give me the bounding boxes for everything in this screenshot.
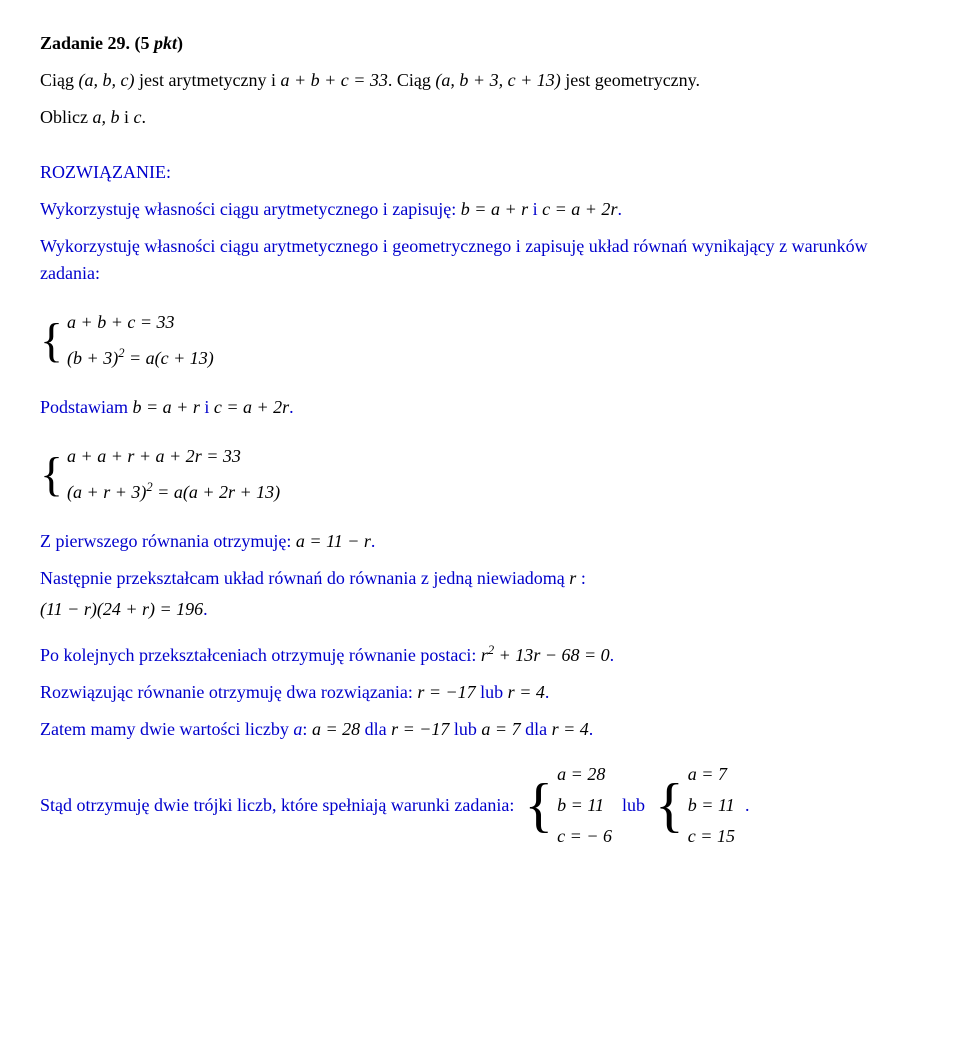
step8-text-f: . bbox=[589, 719, 594, 739]
step8-text-e: dla bbox=[521, 719, 552, 739]
step3-text-b: i bbox=[200, 397, 214, 417]
problem-math-2: a + b + c = 33 bbox=[280, 70, 387, 90]
final-text-a: Stąd otrzymuję dwie trójki liczb, które … bbox=[40, 792, 514, 819]
step8-math-1: a = 28 bbox=[312, 719, 360, 739]
step6-text-a: Po kolejnych przekształceniach otrzymuję… bbox=[40, 645, 481, 665]
problem-text-2: jest arytmetyczny i bbox=[135, 70, 281, 90]
problem-text-5: Oblicz bbox=[40, 107, 92, 127]
sol2-c: c = 15 bbox=[688, 823, 735, 850]
step3-text-a: Podstawiam bbox=[40, 397, 133, 417]
sys1-eq1: a + b + c = 33 bbox=[67, 309, 214, 336]
task-number: Zadanie 29. (5 bbox=[40, 33, 154, 53]
sol1-c: c = − 6 bbox=[557, 823, 612, 850]
problem-line2: Oblicz a, b i c. bbox=[40, 104, 920, 131]
step-3: Podstawiam b = a + r i c = a + 2r. bbox=[40, 394, 920, 421]
step8-math-3: a = 7 bbox=[481, 719, 520, 739]
step6-math: r2 + 13r − 68 = 0 bbox=[481, 645, 610, 665]
sol2-b: b = 11 bbox=[688, 792, 735, 819]
step-4: Z pierwszego równania otrzymuję: a = 11 … bbox=[40, 528, 920, 555]
step7-text-a: Rozwiązując równanie otrzymuję dwa rozwi… bbox=[40, 682, 417, 702]
problem-math-4: a, b bbox=[92, 107, 119, 127]
step6-text-b: . bbox=[610, 645, 615, 665]
final-period: . bbox=[745, 792, 750, 819]
task-close: ) bbox=[177, 33, 183, 53]
problem-text-4: jest geometryczny. bbox=[561, 70, 700, 90]
step3-math-2: c = a + 2r bbox=[214, 397, 289, 417]
step5-text-a: Następnie przekształcam układ równań do … bbox=[40, 568, 569, 588]
step7-text-c: . bbox=[545, 682, 550, 702]
brace-icon: { bbox=[40, 453, 63, 496]
step7-math-2: r = 4 bbox=[508, 682, 545, 702]
problem-line1: Ciąg (a, b, c) jest arytmetyczny i a + b… bbox=[40, 67, 920, 94]
final-step: Stąd otrzymuję dwie trójki liczb, które … bbox=[40, 753, 920, 858]
sol2-a: a = 7 bbox=[688, 761, 735, 788]
step-2: Wykorzystuję własności ciągu arytmetyczn… bbox=[40, 233, 920, 287]
problem-math-3: (a, b + 3, c + 13) bbox=[435, 70, 560, 90]
problem-text-1: Ciąg bbox=[40, 70, 79, 90]
step-6: Po kolejnych przekształceniach otrzymuję… bbox=[40, 641, 920, 669]
task-pkt: pkt bbox=[154, 33, 177, 53]
brace-icon: { bbox=[524, 780, 553, 831]
step7-math-1: r = −17 bbox=[417, 682, 475, 702]
system-1: { a + b + c = 33 (b + 3)2 = a(c + 13) bbox=[40, 301, 920, 380]
sys1-eq2: (b + 3)2 = a(c + 13) bbox=[67, 344, 214, 372]
step5-text-b: : bbox=[576, 568, 586, 588]
step8-text-a: Zatem mamy dwie wartości liczby bbox=[40, 719, 293, 739]
step1-text-a: Wykorzystuję własności ciągu arytmetyczn… bbox=[40, 199, 461, 219]
step8-math-4: r = 4 bbox=[552, 719, 589, 739]
step-1: Wykorzystuję własności ciągu arytmetyczn… bbox=[40, 196, 920, 223]
problem-text-7: . bbox=[142, 107, 147, 127]
sys2-eq2: (a + r + 3)2 = a(a + 2r + 13) bbox=[67, 478, 280, 506]
step4-text-b: . bbox=[371, 531, 376, 551]
step8-math-2: r = −17 bbox=[391, 719, 449, 739]
step5-eq: (11 − r)(24 + r) = 196 bbox=[40, 599, 203, 619]
final-lub: lub bbox=[622, 792, 645, 819]
step3-math-1: b = a + r bbox=[133, 397, 200, 417]
step1-math-2: c = a + 2r bbox=[542, 199, 617, 219]
system-2: { a + a + r + a + 2r = 33 (a + r + 3)2 =… bbox=[40, 435, 920, 514]
task-header: Zadanie 29. (5 pkt) bbox=[40, 30, 920, 57]
problem-math-1: (a, b, c) bbox=[79, 70, 135, 90]
step1-text-b: i bbox=[528, 199, 542, 219]
brace-icon: { bbox=[40, 319, 63, 362]
step-7: Rozwiązując równanie otrzymuję dwa rozwi… bbox=[40, 679, 920, 706]
step5-text-c: . bbox=[203, 599, 208, 619]
problem-text-3: . Ciąg bbox=[388, 70, 436, 90]
step7-text-b: lub bbox=[476, 682, 508, 702]
sys2-eq1: a + a + r + a + 2r = 33 bbox=[67, 443, 280, 470]
step-5b: (11 − r)(24 + r) = 196. bbox=[40, 596, 920, 623]
problem-math-5: c bbox=[134, 107, 142, 127]
brace-icon: { bbox=[655, 780, 684, 831]
step8-text-d: lub bbox=[449, 719, 481, 739]
step4-text-a: Z pierwszego równania otrzymuję: bbox=[40, 531, 296, 551]
problem-text-6: i bbox=[119, 107, 133, 127]
step8-text-c: dla bbox=[360, 719, 391, 739]
step1-text-c: . bbox=[617, 199, 622, 219]
solution-heading: ROZWIĄZANIE: bbox=[40, 159, 920, 186]
step8-text-b: : bbox=[302, 719, 312, 739]
step3-text-c: . bbox=[289, 397, 294, 417]
step4-math: a = 11 − r bbox=[296, 531, 371, 551]
step-8: Zatem mamy dwie wartości liczby a: a = 2… bbox=[40, 716, 920, 743]
sol1-b: b = 11 bbox=[557, 792, 612, 819]
step-5a: Następnie przekształcam układ równań do … bbox=[40, 565, 920, 592]
sol1-a: a = 28 bbox=[557, 761, 612, 788]
step1-math-1: b = a + r bbox=[461, 199, 528, 219]
